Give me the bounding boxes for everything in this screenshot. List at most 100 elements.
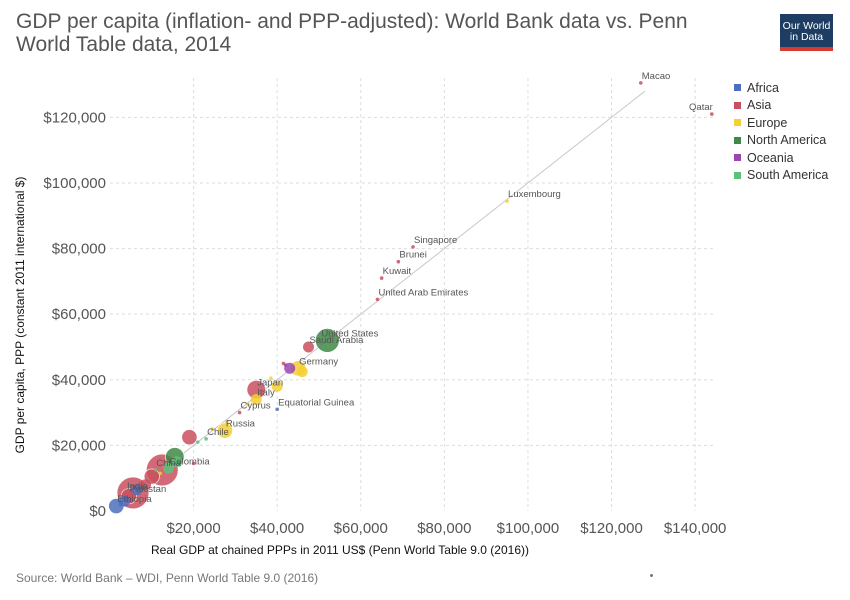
scatter-point[interactable] xyxy=(163,462,175,474)
legend-label: Africa xyxy=(747,80,779,95)
point-label: Chile xyxy=(207,427,229,438)
scatter-point[interactable] xyxy=(281,361,286,366)
scatter-point[interactable] xyxy=(210,427,215,431)
legend-label: Europe xyxy=(747,115,788,130)
y-tick-label: $20,000 xyxy=(52,437,106,454)
logo-line-1: Our World xyxy=(782,20,831,32)
point-label: Colombia xyxy=(170,456,211,467)
x-tick-label: $40,000 xyxy=(250,520,304,537)
x-tick-label: $20,000 xyxy=(166,520,220,537)
scatter-point[interactable] xyxy=(195,440,200,444)
logo-line-2: in Data xyxy=(789,31,824,43)
legend-swatch xyxy=(734,171,741,179)
legend-label: Asia xyxy=(747,98,772,113)
point-label: Qatar xyxy=(689,102,713,113)
point-label: India xyxy=(127,481,148,492)
scatter-point[interactable] xyxy=(303,341,315,353)
point-label: Germany xyxy=(299,356,338,367)
x-tick-label: $60,000 xyxy=(334,520,388,537)
x-axis-ticks: $20,000 $40,000 $60,000 $80,000 $100,000 $120… xyxy=(166,520,726,537)
equality-line xyxy=(118,90,646,505)
source-note: Source: World Bank – WDI, Penn World Tab… xyxy=(16,571,319,585)
point-label: Equatorial Guinea xyxy=(278,397,355,408)
point-label: Russia xyxy=(226,419,256,430)
point-labels: Macao Qatar Luxembourg Singapore Brunei Kuwai… xyxy=(117,71,713,505)
grid xyxy=(110,78,716,511)
scatter-point[interactable] xyxy=(396,259,401,264)
legend-item[interactable]: North America xyxy=(734,132,828,150)
y-tick-label: $0 xyxy=(89,503,106,520)
x-tick-label: $100,000 xyxy=(497,520,560,537)
x-tick-label: $120,000 xyxy=(580,520,643,537)
scatter-point[interactable] xyxy=(275,407,279,412)
point-label: Italy xyxy=(257,387,275,398)
legend-label: North America xyxy=(747,133,827,148)
legend-swatch xyxy=(734,154,741,162)
legend-item[interactable]: Europe xyxy=(734,114,828,132)
point-label: Brunei xyxy=(399,250,426,261)
scatter-point[interactable] xyxy=(411,245,415,249)
scatter-point[interactable] xyxy=(269,376,273,380)
point-label: United States xyxy=(321,328,378,339)
scatter-point[interactable] xyxy=(379,276,384,280)
scatter-point[interactable] xyxy=(140,479,152,491)
point-label: United Arab Emirates xyxy=(378,287,468,298)
legend-item[interactable]: South America xyxy=(734,167,828,185)
point-label: Luxembourg xyxy=(508,189,561,200)
y-tick-label: $60,000 xyxy=(52,306,106,323)
scatter-point[interactable] xyxy=(250,393,262,405)
scatter-point[interactable] xyxy=(216,422,233,439)
legend-item[interactable]: Africa xyxy=(734,79,828,97)
scatter-point[interactable] xyxy=(171,456,183,468)
legend-swatch xyxy=(734,136,741,144)
y-axis-title: GDP per capita, PPP (constant 2011 inter… xyxy=(13,177,27,454)
legend-swatch xyxy=(734,101,741,109)
scatter-point[interactable] xyxy=(181,429,198,446)
scatter-point[interactable] xyxy=(204,437,208,441)
legend-swatch xyxy=(734,84,741,92)
y-tick-label: $80,000 xyxy=(52,241,106,258)
y-tick-label: $100,000 xyxy=(43,175,106,192)
scatter-point[interactable] xyxy=(225,420,229,425)
point-label: China xyxy=(156,458,182,469)
scatter-point[interactable] xyxy=(131,484,143,496)
chart-title: GDP per capita (inflation- and PPP-adjus… xyxy=(16,10,688,56)
scatter-point[interactable] xyxy=(710,112,714,116)
owid-logo[interactable]: Our World in Data xyxy=(780,14,833,51)
scatter-point[interactable] xyxy=(296,366,308,378)
scatter-point[interactable] xyxy=(158,471,162,476)
scatter-point[interactable] xyxy=(237,410,242,415)
legend-item[interactable]: Asia xyxy=(734,97,828,115)
point-label: Kuwait xyxy=(383,266,412,277)
scatter-point[interactable] xyxy=(505,199,509,203)
y-tick-label: $120,000 xyxy=(43,109,106,126)
scatter-point[interactable] xyxy=(246,402,250,407)
scatter-point[interactable] xyxy=(315,328,340,353)
legend-item[interactable]: Oceania xyxy=(734,149,828,167)
scatter-point[interactable] xyxy=(271,380,283,392)
point-label: Cyprus xyxy=(241,401,271,412)
legend-swatch xyxy=(734,119,741,127)
point-label: Pakistan xyxy=(130,484,166,495)
footer-dot xyxy=(650,574,653,577)
y-tick-label: $40,000 xyxy=(52,372,106,389)
legend-label: South America xyxy=(747,168,829,183)
legend: Africa Asia Europe North America Oceania Sout… xyxy=(734,79,828,184)
point-label: Japan xyxy=(257,378,283,389)
data-points xyxy=(108,81,714,515)
point-label: Saudi Arabia xyxy=(310,335,365,346)
scatter-point[interactable] xyxy=(191,461,196,466)
y-axis-ticks: $0 $20,000 $40,000 $60,000 $80,000 $100,000 $1… xyxy=(43,109,106,520)
scatter-point[interactable] xyxy=(118,502,123,507)
point-label: Singapore xyxy=(414,235,457,246)
x-tick-label: $140,000 xyxy=(664,520,727,537)
scatter-point[interactable] xyxy=(638,81,643,85)
legend-label: Oceania xyxy=(747,150,794,165)
reference-line xyxy=(118,90,646,505)
x-axis-title: Real GDP at chained PPPs in 2011 US$ (Pe… xyxy=(151,543,529,557)
point-label: Ethiopia xyxy=(117,494,152,505)
point-label: Macao xyxy=(642,71,671,82)
scatter-point[interactable] xyxy=(154,468,158,472)
scatter-point[interactable] xyxy=(375,297,380,302)
